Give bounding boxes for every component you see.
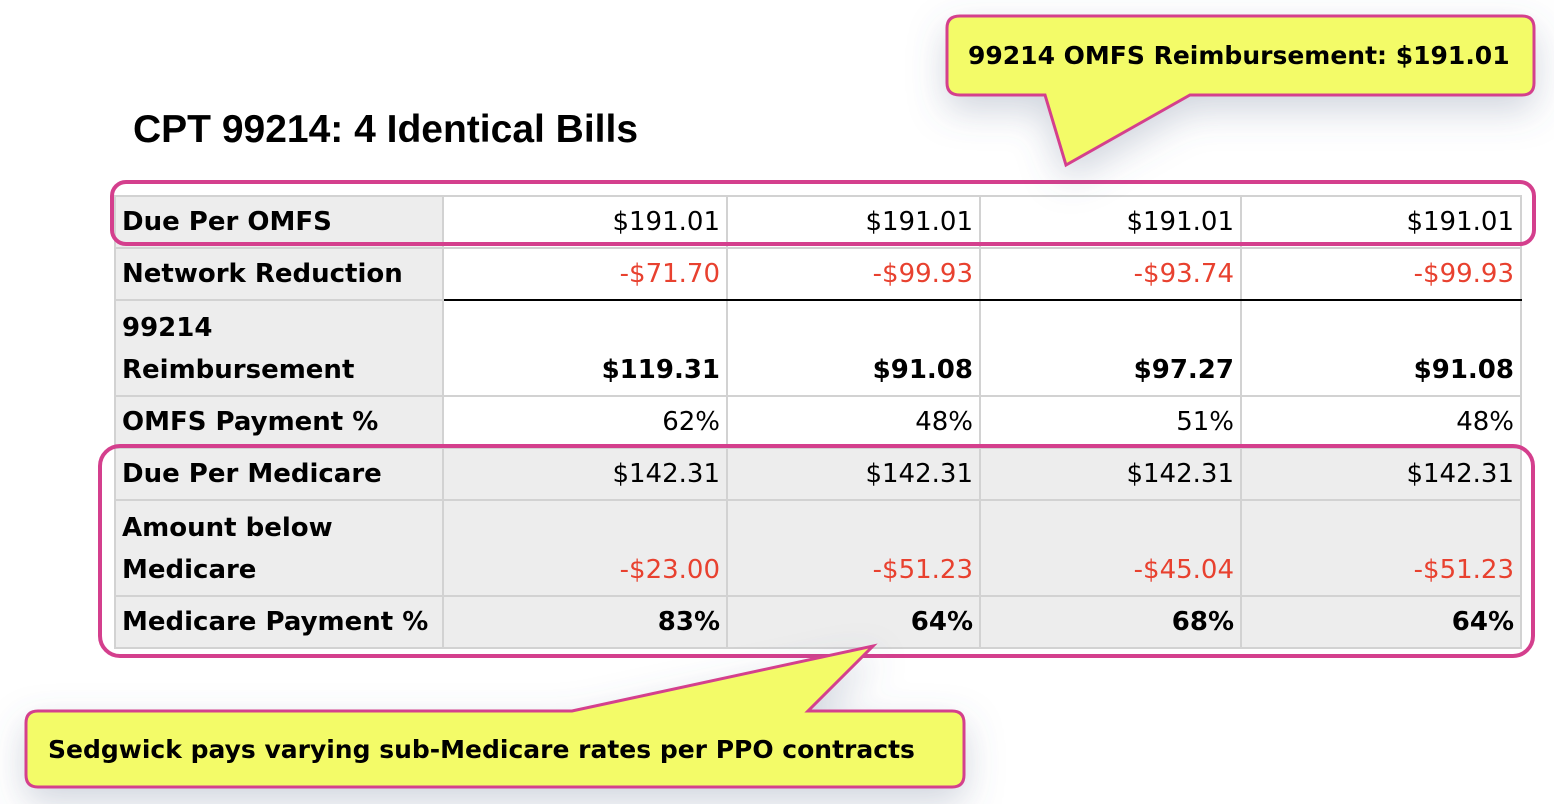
row-label: OMFS Payment % xyxy=(114,395,444,449)
callout-bottom-text: Sedgwick pays varying sub-Medicare rates… xyxy=(48,735,915,764)
table-cell: 62% xyxy=(442,395,728,449)
table-cell: -$99.93 xyxy=(1240,247,1522,301)
table-cell: 48% xyxy=(726,395,981,449)
page-title: CPT 99214: 4 Identical Bills xyxy=(133,108,639,151)
table-cell: 51% xyxy=(979,395,1242,449)
row-label: Amount below Medicare xyxy=(114,499,444,597)
table-cell: $142.31 xyxy=(442,447,728,501)
table-row-reimbursement: 99214 Reimbursement $119.31 $91.08 $97.27… xyxy=(114,299,1522,397)
table-cell: 64% xyxy=(1240,595,1522,649)
table-cell: $191.01 xyxy=(726,195,981,249)
bills-table: Due Per OMFS $191.01 $191.01 $191.01 $19… xyxy=(114,195,1522,649)
table-cell: $119.31 xyxy=(442,299,728,397)
row-label: 99214 Reimbursement xyxy=(114,299,444,397)
table-cell: 83% xyxy=(442,595,728,649)
callout-top-text: 99214 OMFS Reimbursement: $191.01 xyxy=(968,41,1510,70)
table-cell: -$51.23 xyxy=(726,499,981,597)
table-cell: 48% xyxy=(1240,395,1522,449)
row-label: Due Per Medicare xyxy=(114,447,444,501)
table-cell: $142.31 xyxy=(726,447,981,501)
table-row-medicare-payment-pct: Medicare Payment % 83% 64% 68% 64% xyxy=(114,595,1522,649)
table-cell: -$93.74 xyxy=(979,247,1242,301)
table-cell: -$99.93 xyxy=(726,247,981,301)
table-cell: -$71.70 xyxy=(442,247,728,301)
table-cell: $191.01 xyxy=(1240,195,1522,249)
table-cell: -$23.00 xyxy=(442,499,728,597)
table-cell: $191.01 xyxy=(979,195,1242,249)
table-row-due-per-omfs: Due Per OMFS $191.01 $191.01 $191.01 $19… xyxy=(114,195,1522,249)
row-label-line: Reimbursement xyxy=(122,355,355,385)
table-cell: 68% xyxy=(979,595,1242,649)
table-cell: $142.31 xyxy=(1240,447,1522,501)
table-row-due-per-medicare: Due Per Medicare $142.31 $142.31 $142.31… xyxy=(114,447,1522,501)
callout-top-bubble xyxy=(945,14,1536,168)
table-cell: $97.27 xyxy=(979,299,1242,397)
row-label-line: Amount below xyxy=(122,513,333,543)
table-cell: -$45.04 xyxy=(979,499,1242,597)
row-label: Medicare Payment % xyxy=(114,595,444,649)
row-label-line: 99214 xyxy=(122,313,213,343)
table-row-amount-below-medicare: Amount below Medicare -$23.00 -$51.23 -$4… xyxy=(114,499,1522,597)
table-row-network-reduction: Network Reduction -$71.70 -$99.93 -$93.7… xyxy=(114,247,1522,301)
table-cell: $91.08 xyxy=(1240,299,1522,397)
table-cell: $142.31 xyxy=(979,447,1242,501)
table-row-omfs-payment-pct: OMFS Payment % 62% 48% 51% 48% xyxy=(114,395,1522,449)
row-label: Network Reduction xyxy=(114,247,444,301)
row-label: Due Per OMFS xyxy=(114,195,444,249)
table-cell: 64% xyxy=(726,595,981,649)
table-cell: $191.01 xyxy=(442,195,728,249)
table-cell: $91.08 xyxy=(726,299,981,397)
row-label-line: Medicare xyxy=(122,555,257,585)
table-cell: -$51.23 xyxy=(1240,499,1522,597)
